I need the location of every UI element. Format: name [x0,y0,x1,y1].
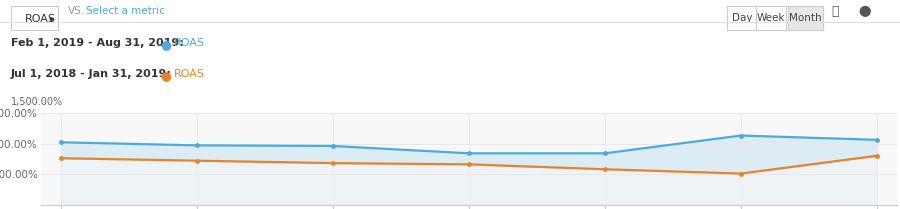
Text: ROAS: ROAS [174,69,204,79]
Text: VS.: VS. [68,6,85,17]
Text: Select a metric: Select a metric [86,6,165,17]
Text: 📈: 📈 [832,5,839,18]
Text: Day: Day [732,13,752,23]
Text: ●: ● [160,38,171,51]
Text: ●: ● [160,69,171,82]
Text: Week: Week [757,13,785,23]
Text: ROAS: ROAS [174,38,204,48]
Text: 1,500.00%: 1,500.00% [11,97,63,107]
Text: ROAS: ROAS [25,14,56,24]
Text: Month: Month [789,13,822,23]
Text: ⬤: ⬤ [859,6,871,17]
Text: ▾: ▾ [50,14,54,24]
Text: Jul 1, 2018 - Jan 31, 2019:: Jul 1, 2018 - Jan 31, 2019: [11,69,172,79]
Text: Feb 1, 2019 - Aug 31, 2019:: Feb 1, 2019 - Aug 31, 2019: [11,38,184,48]
